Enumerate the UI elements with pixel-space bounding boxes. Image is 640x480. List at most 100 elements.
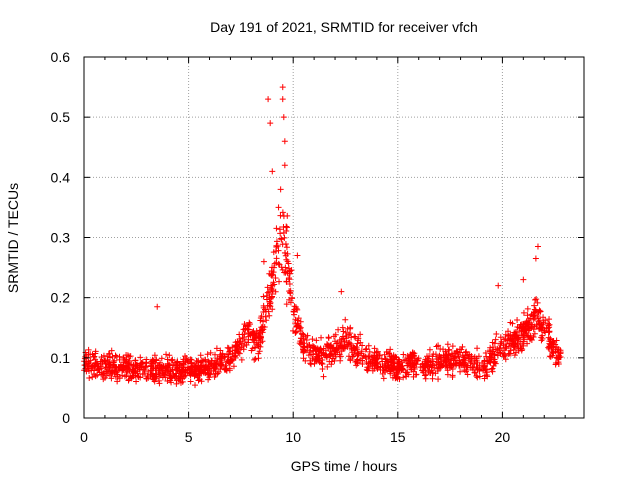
- data-point: [527, 324, 534, 331]
- data-point: [524, 312, 531, 319]
- data-point: [108, 375, 115, 382]
- data-point: [553, 354, 560, 361]
- data-point: [264, 284, 271, 291]
- data-point: [269, 287, 276, 294]
- data-point: [277, 212, 284, 219]
- data-point: [154, 303, 161, 310]
- data-point: [184, 364, 191, 371]
- data-point: [373, 364, 380, 371]
- data-point: [260, 258, 267, 265]
- data-point: [392, 375, 399, 382]
- data-point: [142, 363, 149, 370]
- data-point: [259, 327, 266, 334]
- data-point: [540, 321, 547, 328]
- data-point: [236, 331, 243, 338]
- data-point: [510, 346, 517, 353]
- data-point: [218, 361, 225, 368]
- data-point: [187, 378, 194, 385]
- data-point: [444, 341, 451, 348]
- data-point: [196, 371, 203, 378]
- data-point: [297, 325, 304, 332]
- data-point: [461, 367, 468, 374]
- data-point: [534, 243, 541, 250]
- data-point: [505, 333, 512, 340]
- data-point: [168, 357, 175, 364]
- data-point: [493, 331, 500, 338]
- y-tick-label: 0.4: [51, 169, 71, 185]
- data-point: [94, 365, 101, 372]
- data-point: [341, 342, 348, 349]
- data-point: [472, 369, 479, 376]
- data-point: [259, 323, 266, 330]
- x-axis-label: GPS time / hours: [291, 458, 398, 474]
- data-point: [150, 376, 157, 383]
- data-point: [269, 168, 276, 175]
- data-point: [268, 285, 275, 292]
- data-point: [112, 373, 119, 380]
- data-point: [281, 234, 288, 241]
- data-point: [400, 351, 407, 358]
- data-point: [110, 359, 117, 366]
- data-point: [342, 316, 349, 323]
- data-point: [192, 382, 199, 389]
- data-point: [163, 351, 170, 358]
- data-point: [175, 372, 182, 379]
- data-point: [312, 356, 319, 363]
- data-point: [217, 360, 224, 367]
- data-point: [519, 325, 526, 332]
- data-point: [226, 365, 233, 372]
- data-point: [260, 318, 267, 325]
- data-point: [535, 318, 542, 325]
- data-point: [340, 328, 347, 335]
- data-point: [204, 371, 211, 378]
- data-point: [502, 335, 509, 342]
- data-point: [130, 367, 137, 374]
- data-point: [546, 353, 553, 360]
- data-point: [319, 366, 326, 373]
- data-point: [348, 346, 355, 353]
- data-point: [400, 366, 407, 373]
- data-point: [176, 368, 183, 375]
- data-point: [298, 335, 305, 342]
- data-point: [238, 356, 245, 363]
- data-point: [198, 378, 205, 385]
- y-tick-label: 0: [62, 410, 70, 426]
- data-point: [497, 334, 504, 341]
- data-point: [283, 223, 290, 230]
- data-point: [435, 342, 442, 349]
- data-point: [516, 324, 523, 331]
- data-point: [404, 352, 411, 359]
- data-point: [133, 378, 140, 385]
- data-point: [284, 224, 291, 231]
- data-point: [393, 371, 400, 378]
- data-point: [137, 354, 144, 361]
- data-point: [166, 361, 173, 368]
- data-point: [123, 356, 130, 363]
- data-point: [495, 282, 502, 289]
- data-point: [81, 355, 88, 362]
- data-point: [499, 350, 506, 357]
- data-point: [332, 331, 339, 338]
- data-point: [270, 279, 277, 286]
- data-point: [533, 296, 540, 303]
- data-point: [411, 350, 418, 357]
- data-point: [492, 336, 499, 343]
- data-point: [257, 339, 264, 346]
- data-point: [276, 261, 283, 268]
- data-point: [149, 375, 156, 382]
- data-point: [166, 372, 173, 379]
- data-point: [210, 367, 217, 374]
- data-point: [362, 346, 369, 353]
- data-point: [245, 330, 252, 337]
- data-point: [442, 363, 449, 370]
- data-point: [267, 299, 274, 306]
- data-point: [450, 353, 457, 360]
- data-point: [373, 355, 380, 362]
- data-point: [488, 350, 495, 357]
- data-point: [114, 378, 121, 385]
- data-point: [265, 308, 272, 315]
- data-point: [266, 298, 273, 305]
- data-point: [194, 374, 201, 381]
- data-point: [186, 370, 193, 377]
- data-point: [453, 361, 460, 368]
